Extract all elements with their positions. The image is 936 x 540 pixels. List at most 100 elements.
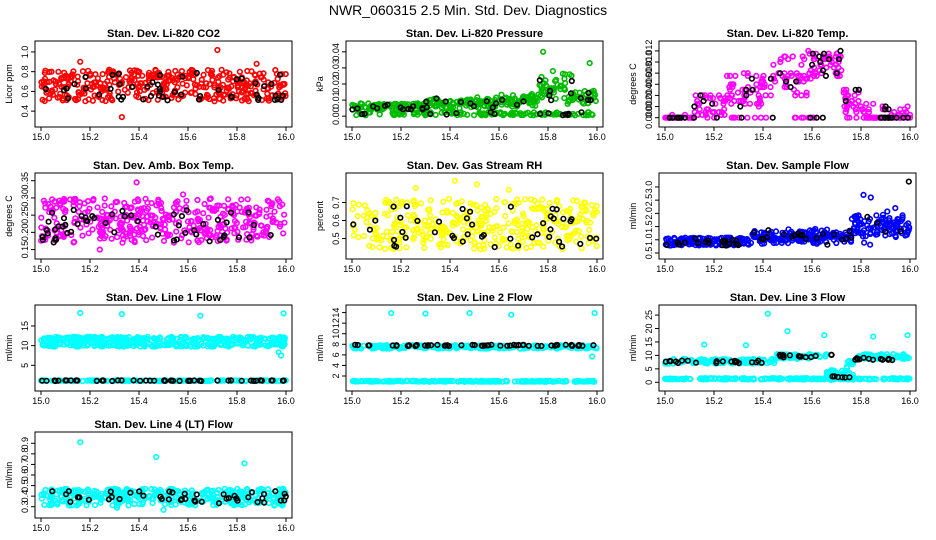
data-point [491, 234, 498, 241]
data-point [156, 85, 163, 93]
x-tick-label: 15.4 [441, 264, 459, 274]
data-point [244, 67, 251, 75]
data-point [118, 96, 125, 103]
data-point [211, 98, 218, 105]
data-point [228, 93, 235, 100]
data-point [177, 73, 184, 80]
x-tick-label: 15.8 [852, 264, 870, 274]
x-tick-label: 15.4 [754, 132, 772, 142]
panel-title: Stan. Dev. Li-820 CO2 [107, 28, 220, 40]
data-point [214, 46, 221, 54]
data-point [489, 104, 496, 111]
data-point [559, 209, 567, 216]
data-point [435, 218, 443, 225]
data-point [118, 311, 125, 318]
data-point [55, 68, 62, 75]
data-point [101, 202, 108, 209]
data-point [209, 76, 216, 84]
data-point [214, 216, 221, 223]
data-point [593, 235, 600, 242]
x-tick-label: 15.6 [179, 523, 197, 533]
y-tick-label: 0.008 [644, 62, 654, 85]
data-point [376, 111, 383, 118]
x-tick-label: 15.0 [32, 396, 50, 406]
data-point [412, 184, 419, 192]
y-tick-label: 10 [20, 341, 30, 351]
data-point [187, 89, 194, 96]
data-point [195, 96, 203, 103]
series-upper-band [38, 309, 288, 359]
data-point [265, 97, 273, 104]
data-point [281, 211, 288, 218]
x-tick-label: 15.2 [81, 396, 99, 406]
x-tick-label: 15.6 [179, 132, 197, 142]
data-point [361, 110, 368, 117]
data-point [94, 75, 101, 82]
data-point [536, 77, 543, 84]
panel-title: Stan. Dev. Line 2 Flow [417, 292, 533, 304]
panel-title: Stan. Dev. Amb. Box Temp. [93, 160, 234, 172]
data-point [427, 110, 434, 118]
x-tick-label: 15.2 [705, 264, 723, 274]
y-tick-label: 0.006 [644, 73, 654, 96]
data-point [376, 244, 383, 251]
data-point [243, 77, 250, 84]
data-point [163, 72, 171, 79]
data-point [121, 86, 128, 93]
data-point [413, 102, 420, 109]
data-point [547, 97, 555, 104]
data-point [568, 77, 575, 85]
data-point [835, 64, 842, 71]
y-tick-label: 5 [644, 366, 654, 371]
data-point [71, 80, 78, 88]
data-point [111, 79, 118, 86]
data-point [185, 74, 192, 81]
data-point [427, 197, 434, 204]
data-point [172, 67, 179, 75]
data-point [178, 91, 185, 98]
data-point [42, 67, 49, 74]
data-point [531, 197, 538, 204]
data-point [133, 89, 141, 96]
data-point [89, 97, 96, 104]
data-point [515, 235, 522, 242]
data-point [846, 114, 853, 121]
data-point [42, 85, 50, 93]
data-point [206, 196, 213, 203]
data-point [389, 228, 396, 235]
data-point [253, 232, 260, 239]
data-point [527, 243, 534, 250]
data-point [260, 70, 267, 77]
data-point [350, 232, 358, 239]
data-point [549, 205, 556, 212]
data-point [503, 377, 510, 385]
data-point [118, 113, 125, 121]
data-point [805, 47, 812, 55]
data-point [491, 110, 498, 117]
data-point [119, 207, 126, 215]
data-point [746, 100, 754, 107]
series-base [661, 375, 913, 383]
data-point [496, 229, 504, 236]
data-point [696, 106, 703, 113]
data-point [79, 68, 86, 75]
data-point [701, 341, 708, 348]
data-point [767, 92, 774, 99]
data-point [536, 110, 544, 117]
data-point [476, 101, 483, 108]
data-point [460, 110, 468, 117]
data-point [225, 76, 232, 83]
x-tick-label: 15.8 [852, 396, 870, 406]
data-point [585, 89, 592, 97]
data-point [184, 218, 192, 225]
data-point [734, 89, 742, 96]
data-point [499, 96, 506, 103]
data-point [140, 96, 147, 103]
data-point [527, 99, 534, 106]
data-point [84, 80, 91, 87]
x-tick-label: 15.2 [81, 523, 99, 533]
data-point [190, 76, 197, 83]
